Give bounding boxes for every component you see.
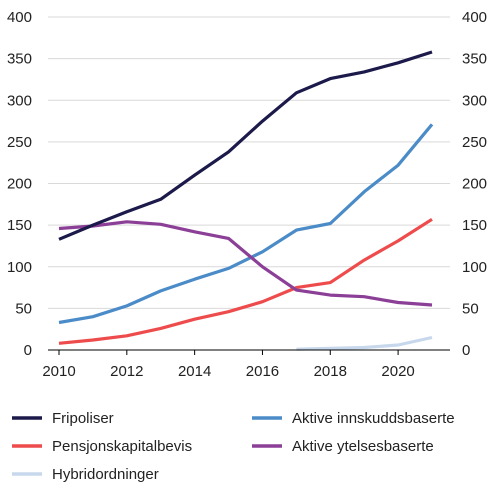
series-lines [58, 50, 434, 351]
legend-label-fripoliser: Fripoliser [52, 410, 114, 427]
y-tick-left-200: 200 [7, 176, 32, 193]
y-tick-right-400: 400 [462, 9, 487, 26]
x-tick-2012: 2012 [110, 363, 143, 380]
x-tick-2016: 2016 [246, 363, 279, 380]
y-tick-left-300: 300 [7, 92, 32, 109]
legend-item-fripoliser: Fripoliser [12, 410, 114, 427]
y-tick-right-200: 200 [462, 176, 487, 193]
x-tick-2018: 2018 [314, 363, 347, 380]
x-tick-2014: 2014 [178, 363, 211, 380]
y-tick-left-100: 100 [7, 259, 32, 276]
x-tick-2020: 2020 [381, 363, 414, 380]
y-tick-left-250: 250 [7, 134, 32, 151]
series-line-pensjonskapitalbevis [58, 217, 433, 345]
series-line-fripoliser [58, 50, 433, 241]
y-tick-left-150: 150 [7, 217, 32, 234]
y-tick-left-0: 0 [24, 342, 32, 359]
y-tick-right-350: 350 [462, 51, 487, 68]
y-tick-left-50: 50 [15, 300, 32, 317]
y-tick-left-400: 400 [7, 9, 32, 26]
y-tick-left-350: 350 [7, 51, 32, 68]
y-axis-right-labels: 0 50 100 150 200 250 300 350 400 [462, 9, 487, 359]
legend-label-hybridordninger: Hybridordninger [52, 466, 159, 483]
y-tick-right-100: 100 [462, 259, 487, 276]
legend-item-hybridordninger: Hybridordninger [12, 466, 159, 483]
y-tick-right-0: 0 [462, 342, 470, 359]
y-tick-right-150: 150 [462, 217, 487, 234]
series-line-aktive-ytelsesbaserte [58, 220, 433, 307]
legend-item-pensjonskapitalbevis: Pensjonskapitalbevis [12, 438, 192, 455]
y-tick-right-250: 250 [462, 134, 487, 151]
legend-label-aktive-innskuddsbaserte: Aktive innskuddsbaserte [292, 410, 455, 427]
legend-item-aktive-ytelsesbaserte: Aktive ytelsesbaserte [252, 438, 434, 455]
y-tick-right-300: 300 [462, 92, 487, 109]
legend-label-pensjonskapitalbevis: Pensjonskapitalbevis [52, 438, 192, 455]
legend: Fripoliser Aktive innskuddsbaserte Pensjon… [12, 410, 455, 483]
y-tick-right-50: 50 [462, 300, 479, 317]
x-axis-labels: 2010 2012 2014 2016 2018 2020 [42, 350, 415, 380]
legend-label-aktive-ytelsesbaserte: Aktive ytelsesbaserte [292, 438, 434, 455]
x-tick-2010: 2010 [42, 363, 75, 380]
gridlines [48, 16, 450, 309]
legend-item-aktive-innskuddsbaserte: Aktive innskuddsbaserte [252, 410, 455, 427]
series-line-aktive-innskuddsbaserte [58, 123, 434, 325]
series-line-hybridordninger [296, 335, 433, 351]
y-axis-left-labels: 0 50 100 150 200 250 300 350 400 [7, 9, 32, 359]
